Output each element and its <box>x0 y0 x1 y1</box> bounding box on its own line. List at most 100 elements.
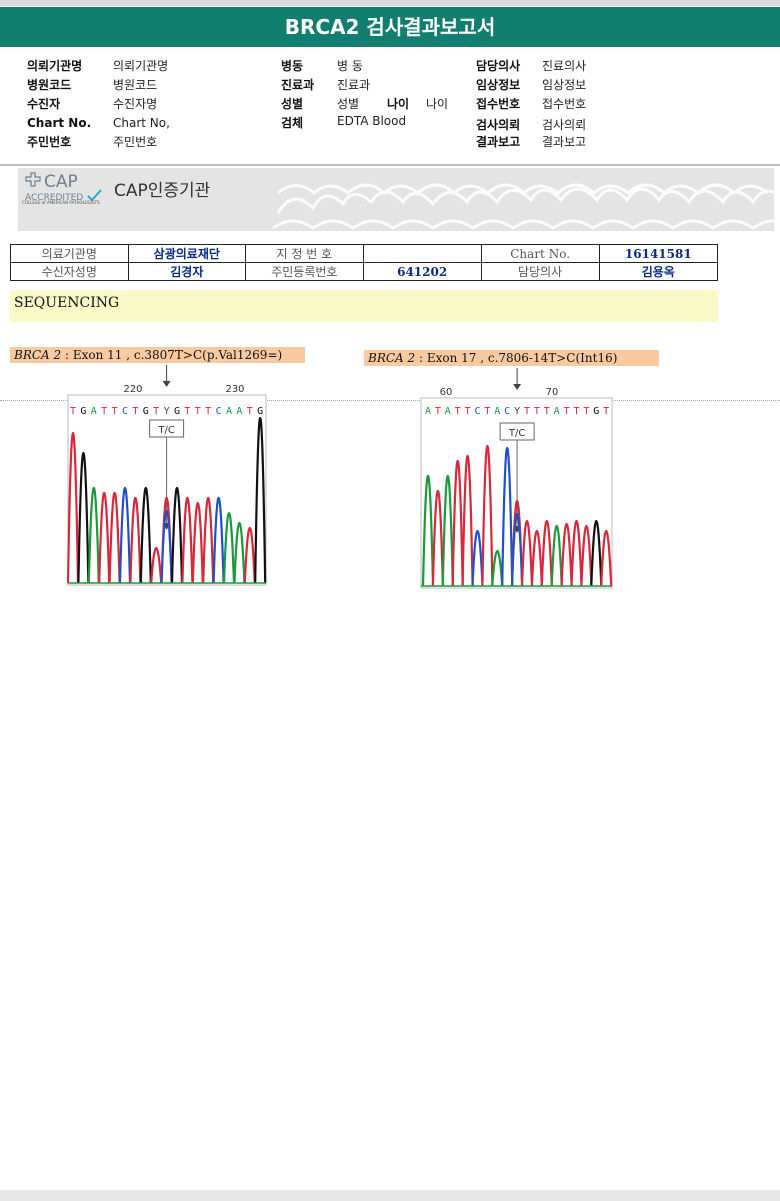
base-call: C <box>216 406 222 417</box>
field-label: 병동 <box>281 59 304 73</box>
variant-label-2: BRCA 2 : Exon 17 , c.7806-14T>C(Int16) <box>364 350 659 366</box>
base-call: T <box>583 406 589 417</box>
field-label: 담당의사 <box>476 59 521 73</box>
base-call: G <box>143 406 149 417</box>
base-call: A <box>554 406 560 417</box>
trace-peak <box>212 496 225 584</box>
base-call: T <box>247 406 253 417</box>
trace-peak <box>441 474 454 587</box>
trace-peak <box>580 525 593 587</box>
position-label: 70 <box>546 387 559 398</box>
trace-peak <box>118 487 132 584</box>
table-cell: 삼광의료재단 <box>127 244 247 263</box>
field-label: 임상정보 <box>476 78 521 92</box>
base-call: G <box>593 406 599 417</box>
header-divider <box>0 164 780 166</box>
field-label: 진료과 <box>281 78 315 92</box>
field-label: 수진자 <box>27 97 61 111</box>
field-value: 주민번호 <box>113 135 158 149</box>
trace-peak <box>481 444 494 587</box>
field-value: 검사의뢰 <box>542 118 587 132</box>
base-call: A <box>226 406 232 417</box>
call-label: T/C <box>508 428 525 439</box>
field-value: 나이 <box>426 97 449 111</box>
base-call: T <box>573 406 579 417</box>
table-row: 수신자성명 김경자 주민등록번호 641202 담당의사 김용옥 <box>10 262 719 281</box>
trace-peak <box>87 487 100 584</box>
trace-peak <box>520 519 534 587</box>
variant-text: : Exon 11 , c.3807T>C(p.Val1269=) <box>64 348 283 362</box>
field-value: 진료과 <box>337 78 371 92</box>
trace-peak <box>451 460 464 587</box>
base-call: T <box>101 406 107 417</box>
trace-peak <box>491 549 504 587</box>
position-label: 230 <box>225 384 244 395</box>
chromatogram-1: 220 230 T G A T T C T G T Y G T T T C A A T G T/C <box>66 365 272 594</box>
dotted-line <box>0 400 780 401</box>
trace-peak <box>222 511 236 584</box>
base-call: T <box>153 406 159 417</box>
position-label: 220 <box>123 384 142 395</box>
cap-college-text: COLLEGE of AMERICAN PATHOLOGISTS <box>22 200 100 205</box>
trace-peak <box>540 519 553 587</box>
field-label: 성별 <box>281 97 304 111</box>
trace-peak <box>560 523 573 587</box>
base-call: C <box>122 406 128 417</box>
trace-peak <box>471 530 484 587</box>
base-call: T <box>132 406 138 417</box>
field-label: 결과보고 <box>476 135 521 149</box>
base-call: A <box>425 406 431 417</box>
field-label: 의뢰기관명 <box>27 59 83 73</box>
cap-banner <box>18 168 774 231</box>
base-call: T <box>534 406 540 417</box>
trace-peak <box>233 522 246 584</box>
gene-name: BRCA 2 <box>14 348 62 362</box>
bottom-border <box>0 1190 780 1201</box>
field-value: 병 동 <box>337 59 363 73</box>
call-label: T/C <box>157 425 174 436</box>
trace-peak <box>461 455 474 587</box>
trace-peak <box>170 487 184 584</box>
base-call: C <box>504 406 510 417</box>
trace-peak <box>590 519 603 587</box>
trace-peak <box>501 446 514 587</box>
base-call: T <box>205 406 211 417</box>
base-call: A <box>236 406 242 417</box>
cap-accredited-text: ACCREDITED <box>25 193 83 203</box>
table-cell: 16141581 <box>598 244 719 263</box>
trace-peak <box>66 432 80 584</box>
field-value: 병원코드 <box>113 78 158 92</box>
table-cell: 지 정 번 호 <box>245 244 364 263</box>
base-call: G <box>174 406 180 417</box>
trace-peak <box>139 487 152 584</box>
base-call: T <box>564 406 570 417</box>
base-call: T <box>70 406 76 417</box>
trace-peak <box>150 546 163 584</box>
trace-peak <box>570 519 583 587</box>
decorative-cloud-pattern <box>272 183 774 230</box>
field-label: 나이 <box>387 97 410 111</box>
variant-label-1: BRCA 2 : Exon 11 , c.3807T>C(p.Val1269=) <box>10 347 305 363</box>
base-call: A <box>445 406 451 417</box>
table-cell: Chart No. <box>480 244 600 263</box>
trace-peak <box>421 474 435 587</box>
trace-peak <box>98 491 111 584</box>
base-call: T <box>544 406 550 417</box>
table-cell: 주민등록번호 <box>245 262 364 281</box>
table-cell <box>362 244 482 263</box>
report-title: BRCA2 검사결과보고서 <box>0 7 780 47</box>
field-label: 검사의뢰 <box>476 118 521 132</box>
trace-peak <box>600 530 613 587</box>
cap-logo: CAP ACCREDITED <box>22 171 112 205</box>
trace-peak <box>77 452 90 584</box>
trace-peak <box>191 502 204 584</box>
base-call: T <box>484 406 490 417</box>
checkmark-icon <box>87 189 102 202</box>
arrow-head-icon <box>162 381 171 387</box>
trace-peak <box>254 416 267 584</box>
base-call: C <box>474 406 480 417</box>
base-call: T <box>195 406 201 417</box>
table-cell: 641202 <box>362 262 482 281</box>
table-row: 의료기관명 삼광의료재단 지 정 번 호 Chart No. 16141581 <box>10 244 719 263</box>
